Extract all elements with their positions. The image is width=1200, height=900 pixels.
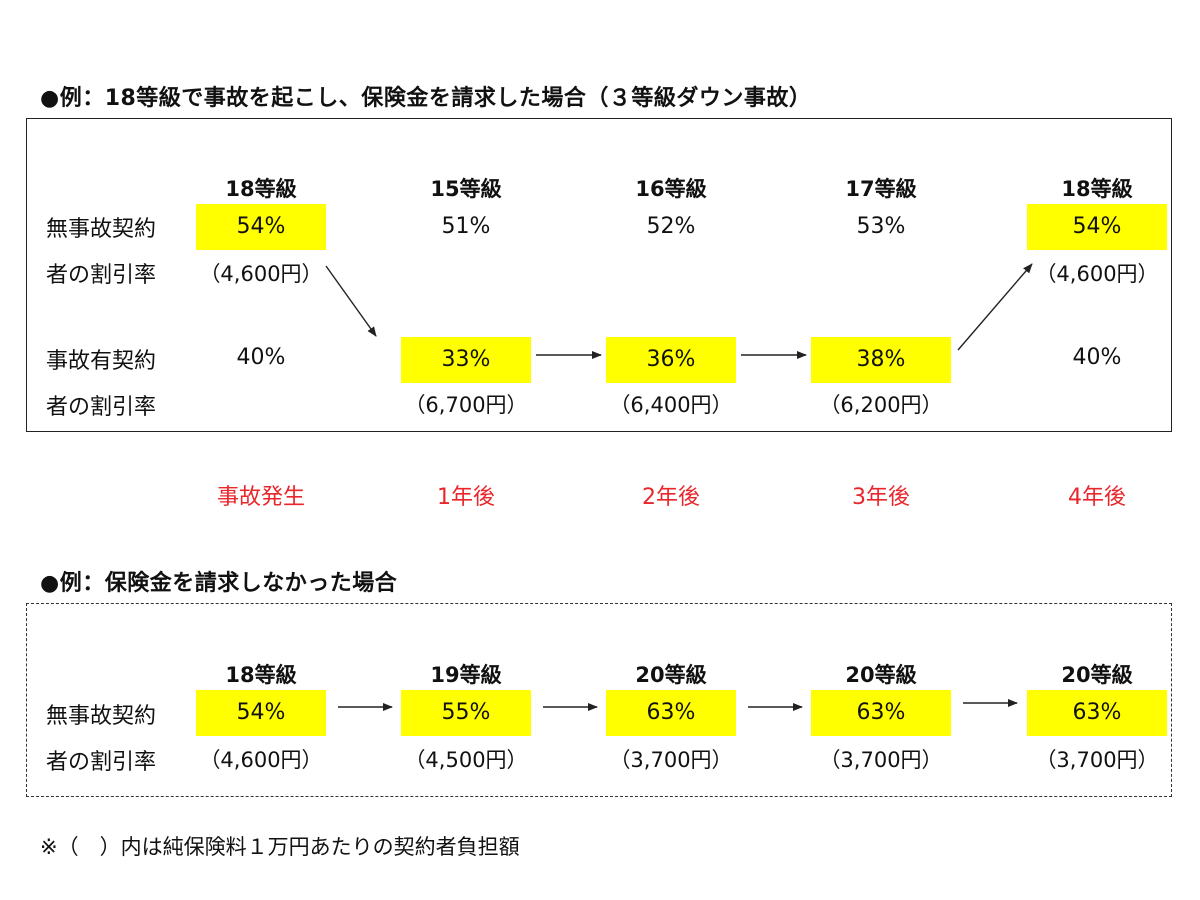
example2-title: ●例：保険金を請求しなかった場合: [40, 571, 398, 596]
example2-grade: 20等級: [845, 663, 917, 687]
example1-no-accident-rate: 51%: [441, 214, 491, 239]
timeline-label: 3年後: [852, 485, 910, 510]
example1-no-accident-note: （4,600円）: [199, 262, 323, 286]
example2-rate: 63%: [1027, 690, 1167, 736]
example1-grade: 15等級: [430, 177, 502, 201]
example2-rate: 63%: [606, 690, 736, 736]
example1-row2-label-line1: 事故有契約: [46, 349, 157, 374]
example1-row2-label-line2: 者の割引率: [46, 395, 157, 420]
example2-frame: [26, 603, 1172, 797]
example1-grade: 17等級: [845, 177, 917, 201]
example1-no-accident-rate: 53%: [856, 214, 906, 239]
example1-grade: 18等級: [1061, 177, 1133, 201]
example2-rate: 54%: [196, 690, 326, 736]
example1-accident-rate: 36%: [606, 337, 736, 383]
example1-accident-rate: 40%: [1072, 345, 1122, 370]
arrow-icon: [325, 265, 377, 337]
arrow-icon: [957, 263, 1033, 351]
example2-rate: 55%: [401, 690, 531, 736]
timeline-label: 4年後: [1068, 485, 1126, 510]
example2-row-label-line1: 無事故契約: [46, 704, 157, 729]
example1-grade: 16等級: [635, 177, 707, 201]
example2-grade: 20等級: [635, 663, 707, 687]
example1-frame: [26, 118, 1172, 432]
example1-accident-note: （6,400円）: [609, 393, 733, 417]
example2-grade: 19等級: [430, 663, 502, 687]
example1-no-accident-note: （4,600円）: [1035, 262, 1159, 286]
example2-grade: 18等級: [225, 663, 297, 687]
example2-row-label-line2: 者の割引率: [46, 750, 157, 775]
example1-accident-rate: 33%: [401, 337, 531, 383]
example2-note: （3,700円）: [819, 748, 943, 772]
footnote: ※（ ）内は純保険料１万円あたりの契約者負担額: [40, 835, 520, 859]
example2-rate: 63%: [811, 690, 951, 736]
example1-no-accident-rate: 54%: [1027, 204, 1167, 250]
example2-note: （4,600円）: [199, 748, 323, 772]
timeline-label: 2年後: [642, 485, 700, 510]
example1-accident-note: （6,700円）: [404, 393, 528, 417]
example1-row1-label-line2: 者の割引率: [46, 263, 157, 288]
example1-grade: 18等級: [225, 177, 297, 201]
example1-accident-rate: 40%: [236, 345, 286, 370]
example1-accident-rate: 38%: [811, 337, 951, 383]
example2-grade: 20等級: [1061, 663, 1133, 687]
example1-no-accident-rate: 54%: [196, 204, 326, 250]
example2-note: （4,500円）: [404, 748, 528, 772]
example1-row1-label-line1: 無事故契約: [46, 217, 157, 242]
example2-note: （3,700円）: [1035, 748, 1159, 772]
timeline-label: 事故発生: [216, 485, 305, 510]
example1-accident-note: （6,200円）: [819, 393, 943, 417]
example1-no-accident-rate: 52%: [646, 214, 696, 239]
timeline-label: 1年後: [437, 485, 495, 510]
example1-title: ●例：18等級で事故を起こし、保険金を請求した場合（３等級ダウン事故）: [40, 86, 812, 111]
example2-note: （3,700円）: [609, 748, 733, 772]
